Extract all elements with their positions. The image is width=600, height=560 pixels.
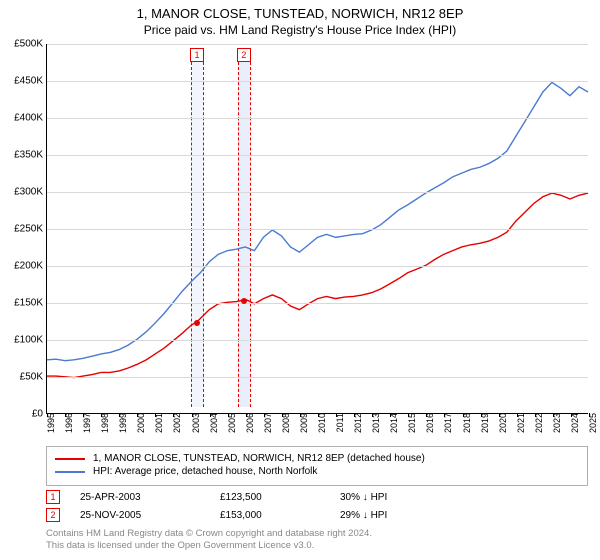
x-axis-label: 2013 [368,413,381,433]
legend-swatch-property [55,458,85,460]
row-date: 25-NOV-2005 [80,510,220,521]
gridline [47,266,588,267]
x-axis-label: 2006 [242,413,255,433]
gridline [47,81,588,82]
x-axis-label: 2012 [350,413,363,433]
legend-row-property: 1, MANOR CLOSE, TUNSTEAD, NORWICH, NR12 … [55,453,579,464]
x-axis-label: 2022 [531,413,544,433]
gridline [47,155,588,156]
x-axis-label: 1995 [43,413,56,433]
x-axis-label: 2020 [495,413,508,433]
y-axis-label: £50K [20,372,47,383]
x-axis-label: 2000 [133,413,146,433]
y-axis-label: £200K [14,261,47,272]
x-axis-label: 2005 [224,413,237,433]
x-axis-label: 2015 [404,413,417,433]
x-axis-label: 1999 [115,413,128,433]
legend-label-hpi: HPI: Average price, detached house, Nort… [93,466,317,477]
series-line-hpi [47,82,588,360]
x-axis-label: 2021 [513,413,526,433]
x-axis-label: 1997 [79,413,92,433]
row-date: 25-APR-2003 [80,492,220,503]
gridline [47,377,588,378]
y-axis-label: £450K [14,76,47,87]
legend-label-property: 1, MANOR CLOSE, TUNSTEAD, NORWICH, NR12 … [93,453,425,464]
x-axis-label: 2024 [567,413,580,433]
x-axis-label: 2016 [422,413,435,433]
x-axis-label: 2003 [188,413,201,433]
y-axis-label: £500K [14,39,47,50]
y-axis-label: £100K [14,335,47,346]
gridline [47,229,588,230]
x-axis-label: 2018 [459,413,472,433]
x-axis-label: 2017 [440,413,453,433]
chart-plot-area: 21 £0£50K£100K£150K£200K£250K£300K£350K£… [46,44,588,414]
x-axis-label: 2010 [314,413,327,433]
y-axis-label: £250K [14,224,47,235]
chart-subtitle: Price paid vs. HM Land Registry's House … [0,21,600,37]
gridline [47,192,588,193]
footer-attribution: Contains HM Land Registry data © Crown c… [46,528,588,553]
footer-line2: This data is licensed under the Open Gov… [46,540,588,552]
footer-line1: Contains HM Land Registry data © Crown c… [46,528,588,540]
x-axis-label: 2008 [278,413,291,433]
table-row: 1 25-APR-2003£123,50030% ↓ HPI [46,488,588,506]
x-axis-label: 2002 [169,413,182,433]
x-axis-label: 2023 [549,413,562,433]
x-axis-label: 2025 [585,413,598,433]
legend-swatch-hpi [55,471,85,473]
gridline [47,118,588,119]
row-marker-icon: 2 [46,508,60,522]
gridline [47,303,588,304]
transactions-table: 1 25-APR-2003£123,50030% ↓ HPI 2 25-NOV-200… [46,488,588,524]
row-price: £123,500 [220,492,340,503]
row-marker-icon: 1 [46,490,60,504]
transaction-datapoint [241,298,247,304]
series-line-property_price [47,193,588,378]
x-axis-label: 2007 [260,413,273,433]
transaction-datapoint [194,320,200,326]
y-axis-label: £300K [14,187,47,198]
row-diff: 29% ↓ HPI [340,510,460,521]
x-axis-label: 2004 [206,413,219,433]
legend-row-hpi: HPI: Average price, detached house, Nort… [55,466,579,477]
x-axis-label: 2001 [151,413,164,433]
y-axis-label: £150K [14,298,47,309]
y-axis-label: £400K [14,113,47,124]
x-axis-label: 2011 [332,413,345,432]
x-axis-label: 2009 [296,413,309,433]
y-axis-label: £350K [14,150,47,161]
gridline [47,340,588,341]
x-axis-label: 1996 [61,413,74,433]
row-price: £153,000 [220,510,340,521]
x-axis-label: 1998 [97,413,110,433]
x-axis-label: 2019 [477,413,490,433]
table-row: 2 25-NOV-2005£153,00029% ↓ HPI [46,506,588,524]
chart-legend: 1, MANOR CLOSE, TUNSTEAD, NORWICH, NR12 … [46,446,588,486]
gridline [47,44,588,45]
row-diff: 30% ↓ HPI [340,492,460,503]
x-axis-label: 2014 [386,413,399,433]
chart-title: 1, MANOR CLOSE, TUNSTEAD, NORWICH, NR12 … [0,0,600,21]
